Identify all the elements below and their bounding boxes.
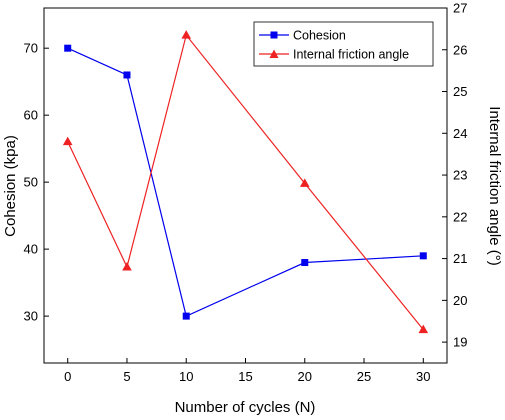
data-point-friction bbox=[62, 136, 73, 146]
x-tick-label: 20 bbox=[298, 369, 312, 384]
data-point-cohesion bbox=[182, 312, 190, 320]
x-tick-label: 10 bbox=[179, 369, 193, 384]
left-axis-title: Cohesion (kpa) bbox=[2, 135, 19, 237]
right-tick-label: 21 bbox=[453, 251, 467, 266]
data-point-cohesion bbox=[64, 44, 72, 52]
legend-box bbox=[253, 21, 434, 67]
x-tick-label: 25 bbox=[357, 369, 371, 384]
x-tick-label: 0 bbox=[64, 369, 71, 384]
right-tick-label: 20 bbox=[453, 293, 467, 308]
data-point-cohesion bbox=[123, 71, 131, 79]
x-tick-label: 5 bbox=[123, 369, 130, 384]
left-tick-label: 70 bbox=[24, 41, 38, 56]
series-line-cohesion bbox=[67, 47, 424, 317]
x-axis-title: Number of cycles (N) bbox=[175, 399, 316, 416]
right-tick-label: 27 bbox=[453, 1, 467, 16]
data-point-friction bbox=[418, 324, 429, 334]
legend-label-friction: Internal friction angle bbox=[293, 48, 409, 62]
x-tick-label: 30 bbox=[416, 369, 430, 384]
right-tick-label: 26 bbox=[453, 42, 467, 57]
left-tick-label: 30 bbox=[24, 309, 38, 324]
data-point-cohesion bbox=[419, 252, 427, 260]
left-tick-label: 50 bbox=[24, 175, 38, 190]
legend: Cohesion Internal friction angle bbox=[253, 21, 434, 67]
right-tick-label: 25 bbox=[453, 84, 467, 99]
right-tick-label: 24 bbox=[453, 126, 467, 141]
right-axis-ticks: 19 20 21 22 23 24 25 26 27 bbox=[442, 1, 467, 350]
x-tick-label: 15 bbox=[238, 369, 252, 384]
legend-marker-cohesion bbox=[270, 31, 278, 39]
right-tick-label: 23 bbox=[453, 168, 467, 183]
legend-marker-friction bbox=[269, 49, 279, 58]
series-layer bbox=[62, 30, 429, 334]
data-point-cohesion bbox=[301, 259, 309, 267]
x-axis-ticks: 0 5 10 15 20 25 30 bbox=[64, 358, 431, 384]
right-axis-title: Internal friction angle (°) bbox=[486, 106, 503, 265]
series-line-friction bbox=[67, 33, 424, 330]
right-tick-label: 22 bbox=[453, 209, 467, 224]
data-point-friction bbox=[299, 178, 310, 187]
left-axis-ticks: 30 40 50 60 70 bbox=[24, 41, 49, 324]
data-point-friction bbox=[122, 261, 132, 271]
legend-label-cohesion: Cohesion bbox=[293, 29, 346, 43]
right-tick-label: 19 bbox=[453, 335, 467, 350]
data-point-friction bbox=[181, 30, 192, 39]
left-tick-label: 60 bbox=[24, 108, 38, 123]
left-tick-label: 40 bbox=[24, 242, 38, 257]
